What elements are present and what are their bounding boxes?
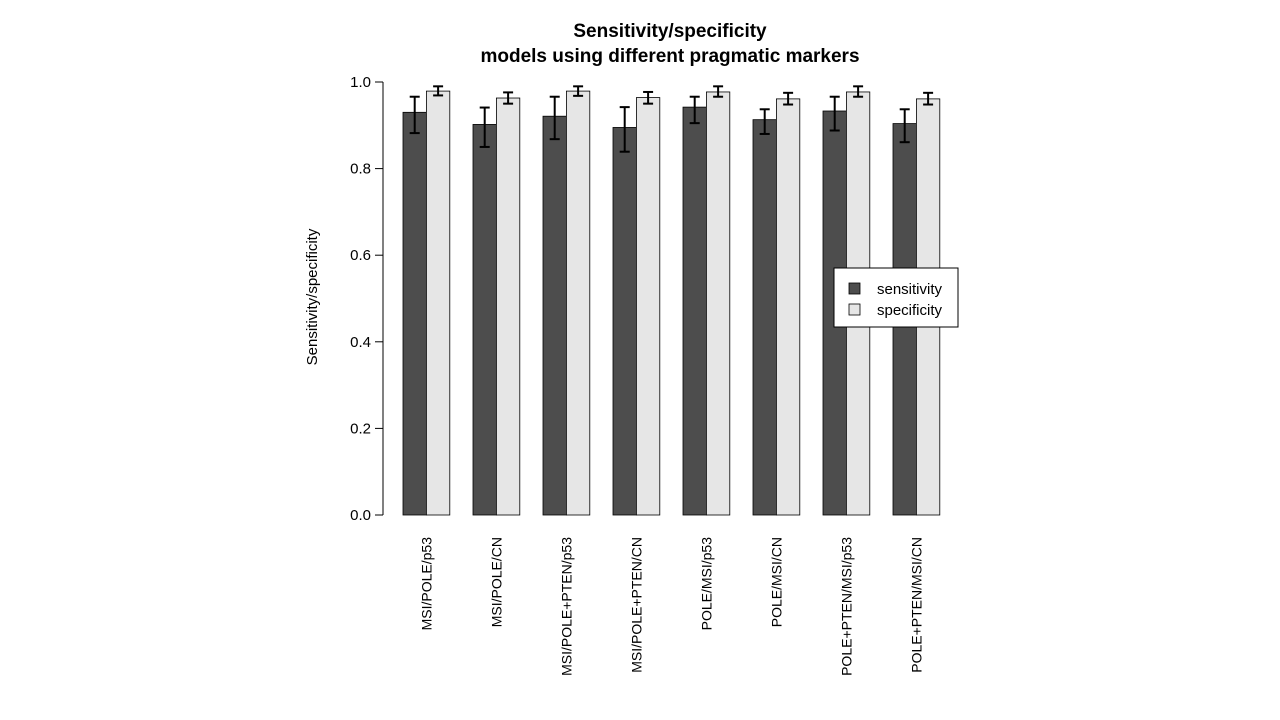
bar-sensitivity: [402, 111, 427, 516]
category-label: POLE+PTEN/MSI/p53: [838, 537, 854, 676]
category-labels: MSI/POLE/p53 MSI/POLE/CN MSI/POLE+PTEN/p53…: [418, 537, 924, 676]
bar-sensitivity: [612, 127, 637, 516]
y-tick-label: 0.4: [350, 334, 371, 351]
bar-sensitivity: [472, 124, 497, 516]
legend-label-specificity: specificity: [877, 302, 943, 319]
category-label: MSI/POLE+PTEN/CN: [628, 537, 644, 673]
bar-sensitivity: [752, 119, 777, 516]
y-tick-label: 0.2: [350, 420, 371, 437]
bar-specificity: [636, 97, 661, 516]
error-bars: [409, 85, 934, 153]
legend-label-sensitivity: sensitivity: [877, 281, 943, 298]
bar-sensitivity: [542, 115, 567, 516]
y-tick-label: 0.0: [350, 507, 371, 524]
category-label: MSI/POLE+PTEN/p53: [558, 537, 574, 676]
bars: [402, 90, 941, 516]
chart-title-line1: Sensitivity/specificity: [573, 21, 767, 42]
legend-swatch-specificity: [848, 303, 861, 316]
y-tick-label: 1.0: [350, 74, 371, 91]
y-axis-title: Sensitivity/specificity: [304, 228, 321, 365]
chart-title-line2: models using different pragmatic markers: [480, 46, 859, 67]
y-axis: 0.0 0.2 0.4 0.6 0.8 1.0: [350, 74, 384, 524]
y-tick-label: 0.8: [350, 161, 371, 178]
legend-box: [833, 267, 959, 328]
bar-specificity: [495, 97, 521, 516]
legend: sensitivity specificity: [833, 267, 959, 328]
category-label: POLE/MSI/p53: [698, 537, 714, 631]
bar-specificity: [776, 98, 801, 516]
bar-sensitivity: [682, 106, 707, 516]
bar-specificity: [425, 90, 451, 516]
category-label: POLE+PTEN/MSI/CN: [908, 537, 924, 673]
category-label: MSI/POLE/CN: [488, 537, 504, 627]
bar-specificity: [706, 91, 731, 516]
bar-specificity: [566, 90, 591, 516]
legend-swatch-sensitivity: [848, 282, 861, 295]
category-label: MSI/POLE/p53: [418, 537, 434, 631]
category-label: POLE/MSI/CN: [768, 537, 784, 627]
y-tick-label: 0.6: [350, 247, 371, 264]
